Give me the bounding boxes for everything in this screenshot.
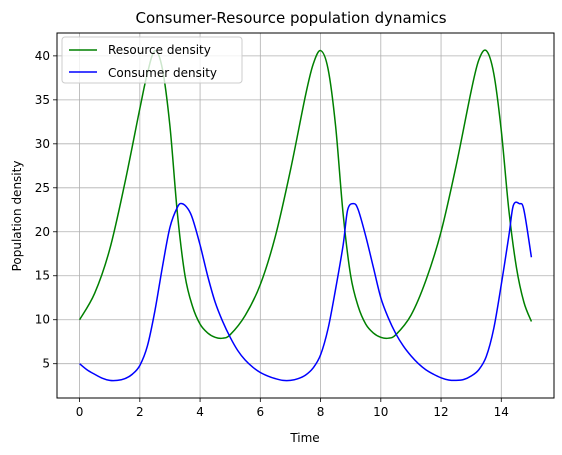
resource-density-line	[78, 49, 533, 340]
legend: Resource density Consumer density	[61, 36, 243, 84]
y-tick-label: 25	[35, 181, 50, 195]
x-tick-label: 6	[256, 405, 264, 419]
axis-ticks: 0 2 4 6 8 10 12 14 5 10 15 20 25 30 35 40	[35, 49, 509, 419]
x-tick-label: 8	[317, 405, 325, 419]
x-tick-label: 0	[76, 405, 84, 419]
x-axis-label: Time	[289, 431, 319, 445]
y-tick-label: 40	[35, 49, 50, 63]
legend-label-resource: Resource density	[108, 43, 211, 57]
x-tick-label: 2	[136, 405, 144, 419]
legend-box	[61, 36, 243, 84]
y-tick-label: 10	[35, 313, 50, 327]
chart-title: Consumer-Resource population dynamics	[135, 9, 446, 27]
x-tick-label: 4	[196, 405, 204, 419]
x-tick-label: 12	[433, 405, 448, 419]
consumer-density-line	[79, 201, 533, 382]
x-tick-label: 10	[373, 405, 388, 419]
x-tick-label: 14	[494, 405, 509, 419]
y-tick-label: 20	[35, 225, 50, 239]
y-axis-label: Population density	[10, 161, 24, 272]
y-tick-label: 35	[35, 93, 50, 107]
legend-label-consumer: Consumer density	[108, 66, 217, 80]
grid-lines	[57, 33, 554, 398]
y-tick-label: 30	[35, 137, 50, 151]
y-tick-label: 15	[35, 269, 50, 283]
y-tick-label: 5	[42, 357, 50, 371]
plot-area	[78, 49, 533, 382]
plot-frame	[56, 32, 555, 399]
